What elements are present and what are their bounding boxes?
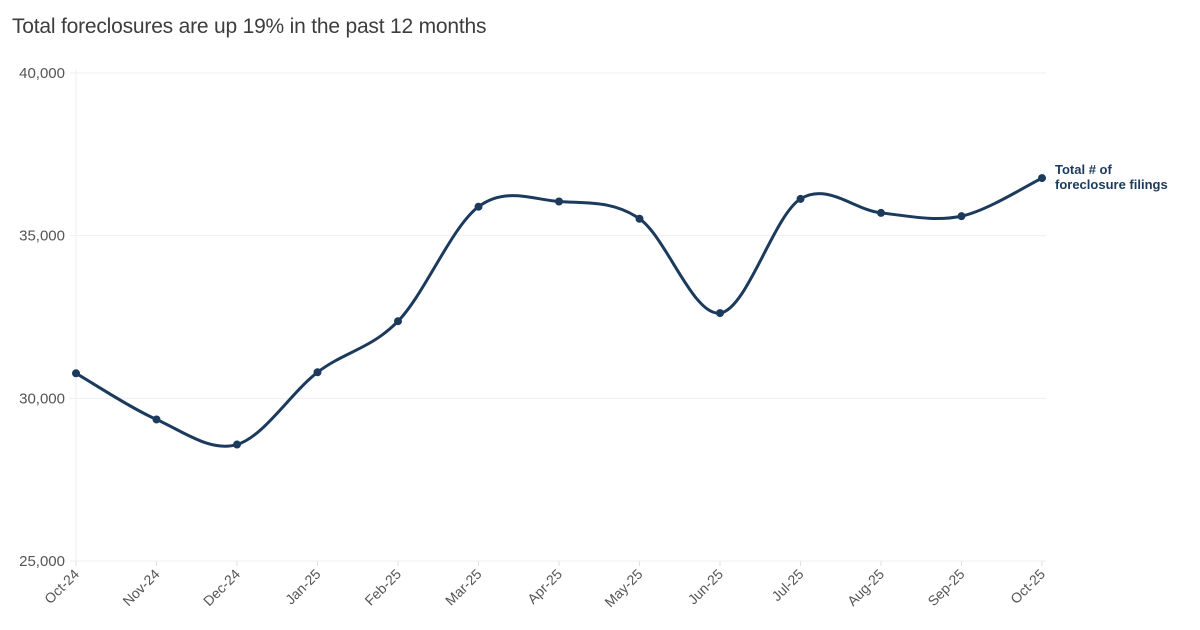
x-axis: Oct-24 Nov-24 Dec-24 Jan-25 Feb-25 Mar-25 Apr-… (41, 561, 1048, 610)
data-point (152, 415, 161, 424)
data-point (394, 317, 402, 326)
chart-subtitle: Total foreclosures are up 19% in the pas… (12, 15, 487, 38)
data-point (877, 208, 885, 217)
x-tick-label: Sep-25 (924, 566, 967, 609)
data-points (72, 174, 1046, 449)
data-point (555, 197, 563, 206)
x-tick-label: Jun-25 (685, 566, 727, 608)
x-tick-label: Oct-24 (41, 566, 82, 607)
data-point (716, 309, 724, 318)
x-tick-label: Feb-25 (361, 566, 404, 609)
series-end-label: Total # of foreclosure filings (1055, 162, 1168, 192)
x-tick-label: Aug-25 (844, 566, 887, 609)
y-axis: 25,000 30,000 35,000 40,000 (19, 65, 65, 570)
x-tick-label: Mar-25 (442, 566, 485, 609)
y-tick-label: 35,000 (19, 228, 65, 245)
data-point (474, 202, 483, 211)
x-tick-label: Oct-25 (1007, 566, 1048, 607)
data-point (635, 214, 644, 223)
series-line (75, 176, 1043, 448)
x-tick-label: Apr-25 (524, 566, 565, 607)
y-tick-label: 30,000 (19, 390, 65, 407)
x-tick-label: Nov-24 (119, 566, 162, 609)
data-point (233, 440, 241, 449)
x-tick-label: Jul-25 (768, 566, 806, 604)
data-point (957, 212, 966, 221)
data-point (796, 194, 805, 203)
data-point (72, 369, 80, 378)
y-tick-label: 40,000 (19, 65, 65, 82)
gridlines (70, 69, 1046, 565)
x-tick-label: May-25 (601, 566, 645, 610)
x-tick-label: Dec-24 (200, 566, 243, 609)
y-tick-label: 25,000 (19, 553, 65, 570)
data-point (1038, 174, 1046, 183)
x-tick-label: Jan-25 (282, 566, 324, 608)
data-point (313, 368, 322, 377)
